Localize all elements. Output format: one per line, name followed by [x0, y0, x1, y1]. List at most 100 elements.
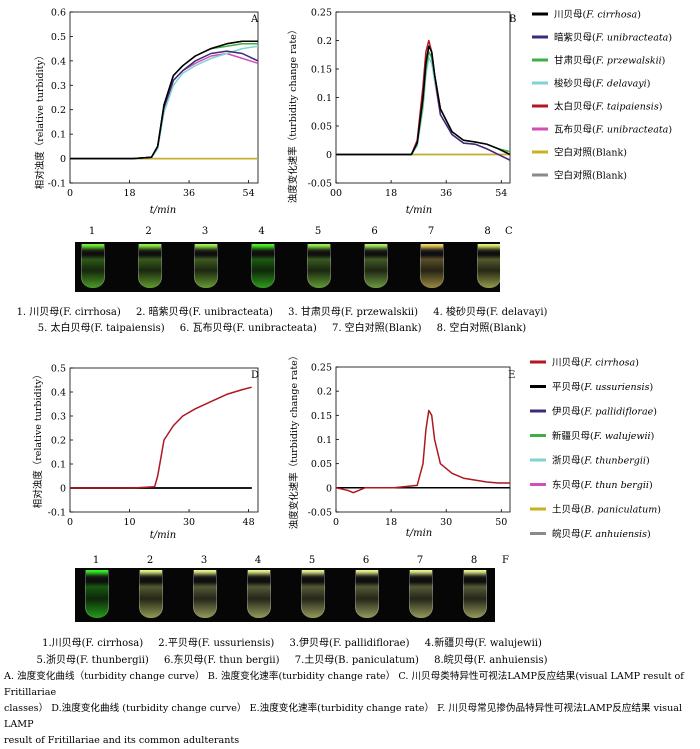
panel-d-xlabel: t/min: [150, 530, 177, 541]
series-line: [70, 386, 252, 489]
x-tick-label: 0: [67, 517, 73, 528]
reaction-tube: [463, 570, 487, 618]
legend-entry: 皖贝母(F. anhuiensis): [552, 528, 651, 540]
reaction-tube: [137, 244, 162, 288]
legend-entry: 平贝母(F. ussuriensis): [552, 382, 653, 393]
x-tick-label: 0: [67, 188, 73, 199]
caption-f-2: 2.平贝母(F. ussuriensis): [158, 638, 275, 649]
panel-a-chart: 0.60.50.40.30.20.10-0.10 18 36 54: [48, 8, 259, 199]
tube-number: 6: [371, 226, 378, 237]
tube-number: 2: [145, 226, 152, 237]
x-tick-label: 10: [123, 517, 135, 528]
panel-f-caption-row1: 1.川贝母(F. cirrhosa) 2.平贝母(F. ussuriensis)…: [0, 634, 642, 649]
panel-a-label: A: [250, 14, 259, 25]
tube-number: 3: [200, 555, 208, 566]
y-tick-label: 0.1: [51, 460, 66, 471]
tube-number: 8: [470, 555, 478, 566]
y-tick-label: 0.3: [51, 412, 66, 423]
y-tick-label: 0.6: [51, 8, 66, 19]
y-tick-label: 0.2: [51, 436, 66, 447]
caption-c-6: 6. 瓦布贝母(F. unibracteata): [179, 323, 317, 334]
y-tick-label: 0: [60, 154, 66, 165]
y-tick-label: 0.25: [311, 363, 332, 374]
reaction-tube: [420, 244, 444, 288]
x-tick-label: 18: [385, 517, 397, 528]
y-tick-label: -0.05: [308, 179, 332, 190]
panel-e-label: E: [508, 370, 515, 381]
panel-e-xlabel: t/min: [406, 528, 433, 539]
panel-a-ylabel: 相对浊度（relative turbidity）: [34, 51, 46, 190]
caption-c-3: 3. 甘肃贝母(F. przewalskii): [288, 307, 419, 318]
legend-entry: 空白对照(Blank): [554, 170, 627, 182]
reaction-tube: [247, 570, 271, 618]
legend-entry: 川贝母(F. cirrhosa): [554, 10, 641, 21]
legend-entry: 东贝母(F. thun bergii): [552, 479, 653, 491]
reaction-tube: [85, 570, 109, 618]
caption-c-4: 4. 梭砂贝母(F. delavayi): [433, 307, 548, 318]
y-tick-label: 0: [326, 483, 332, 494]
x-tick-label: 30: [440, 517, 452, 528]
y-tick-label: 0.1: [317, 93, 332, 104]
plot-frame: [69, 11, 259, 184]
panel-c-label: C: [505, 226, 513, 237]
figure-caption-line3: result of Fritillariae and its common ad…: [4, 735, 240, 746]
panel-d-label: D: [251, 370, 259, 381]
legend-entry: 瓦布贝母(F. unibracteata): [554, 124, 672, 136]
x-tick-label: 54: [243, 188, 255, 199]
x-tick-label: 54: [495, 188, 507, 199]
reaction-tube: [476, 244, 501, 288]
y-tick-label: 0.5: [51, 32, 66, 43]
reaction-tube: [307, 244, 331, 288]
legend-entry: 暗紫贝母(F. unibracteata): [554, 32, 672, 44]
y-tick-label: -0.05: [308, 508, 332, 519]
panel-c-caption-row1: 1. 川贝母(F. cirrhosa) 2. 暗紫贝母(F. unibracte…: [0, 303, 632, 318]
caption-f-8: 8.皖贝母(F. anhuiensis): [434, 655, 548, 666]
series-line: [336, 45, 511, 156]
tube-number: 5: [314, 226, 322, 237]
reaction-tube: [139, 570, 163, 618]
panel-b-xlabel: t/min: [406, 205, 433, 216]
y-tick-label: 0: [60, 484, 66, 495]
x-tick-label: 18: [123, 188, 135, 199]
figure-caption-line1: A. 浊度变化曲线（turbidity change curve） B. 浊度变…: [4, 671, 684, 698]
tube-number: 1: [92, 555, 100, 566]
tube-number: 2: [146, 555, 154, 566]
series-line: [70, 40, 258, 160]
tube-number: 1: [88, 226, 96, 237]
caption-c-8: 8. 空白对照(Blank): [436, 323, 527, 334]
x-tick-label: 30: [183, 517, 195, 528]
legend-entry: 川贝母(F. cirrhosa): [552, 358, 639, 369]
panel-b-ylabel: 浊度变化速率（turbidity change rate）: [287, 25, 299, 204]
caption-f-3: 3.伊贝母(F. pallidiflorae): [289, 638, 410, 649]
legend-entry: 甘肃贝母(F. przewalskii): [554, 55, 665, 67]
legend-entry: 空白对照(Blank): [554, 147, 627, 159]
caption-f-5: 5.浙贝母(F. thunbergii): [36, 655, 149, 666]
panel-c-photo: [75, 242, 501, 292]
panel-b-label: B: [509, 14, 516, 25]
y-tick-label: 0.1: [317, 435, 332, 446]
x-tick-label: 48: [243, 517, 255, 528]
panel-c-caption-row2: 5. 太白贝母(F. taipaiensis) 6. 瓦布贝母(F. unibr…: [0, 319, 632, 334]
legend-entry: 浙贝母(F. thunbergii): [552, 455, 650, 467]
y-tick-label: 0.2: [51, 105, 66, 116]
reaction-tube: [301, 570, 325, 618]
legend-top: 川贝母(F. cirrhosa) 暗紫贝母(F. unibracteata) 甘肃贝…: [532, 10, 672, 182]
tube-number: 4: [254, 555, 262, 566]
panel-f-caption-row2: 5.浙贝母(F. thunbergii) 6.东贝母(F. thun bergi…: [0, 651, 642, 666]
caption-f-4: 4.新疆贝母(F. walujewii): [424, 638, 542, 649]
reaction-tube: [363, 244, 388, 288]
tube-number: 6: [362, 555, 370, 566]
tube-number: 7: [416, 555, 424, 566]
y-tick-label: -0.1: [48, 508, 66, 519]
legend-entry: 梭砂贝母(F. delavayi): [554, 78, 650, 90]
panel-f-photo: [75, 568, 495, 622]
plot-frame: [335, 366, 511, 513]
figure-caption-line2: classes） D.浊度变化曲线 (turbidity change curv…: [4, 703, 683, 730]
x-tick-label: 00: [330, 188, 342, 199]
y-tick-label: 0.05: [311, 122, 332, 133]
legend-entry: 土贝母(B. paniculatum): [552, 504, 661, 516]
reaction-tube: [193, 570, 217, 618]
figure-canvas: 0.60.50.40.30.20.10-0.10 18 36 54 0.250.20.…: [32, 8, 672, 567]
tube-number: 5: [308, 555, 316, 566]
